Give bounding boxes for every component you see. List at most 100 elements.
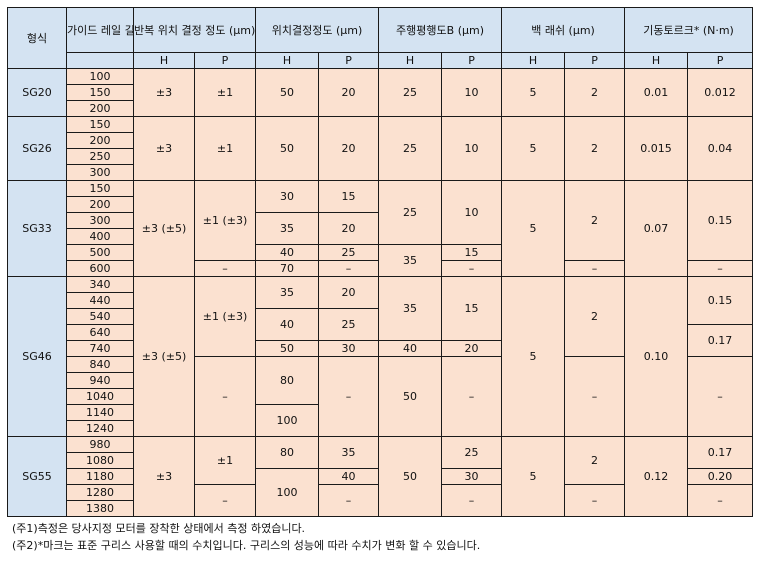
rail-length: 250	[66, 148, 134, 165]
specification-table: 형식 가이드 레일 길이 (mm) 반복 위치 결정 정도 (μm) 위치결정정…	[7, 7, 754, 517]
rail-length: 540	[66, 308, 134, 325]
header-sub-blank	[66, 52, 134, 69]
rail-length: 1040	[66, 388, 134, 405]
model-sg20: SG20	[7, 68, 67, 117]
header-sub-h: H	[133, 52, 195, 69]
parallel-p: 30	[441, 468, 503, 485]
backlash-p: 2	[564, 68, 626, 117]
backlash-p: 2	[564, 436, 626, 485]
position-p: –	[317, 484, 380, 517]
rail-length: 940	[66, 372, 134, 389]
torque-h: 0.12	[624, 436, 689, 517]
header-sub-p: P	[564, 52, 626, 69]
rail-length: 100	[66, 68, 134, 85]
parallel-h: 40	[378, 340, 443, 357]
position-p: 20	[317, 276, 380, 309]
position-h: 50	[255, 68, 319, 117]
footnote-1: (주1)측정은 당사지정 모터를 장착한 상태에서 측정 하였습니다.	[12, 522, 306, 535]
position-p: 25	[317, 244, 380, 261]
parallel-p: 10	[441, 180, 503, 245]
repeat-p: ±1	[194, 436, 256, 485]
parallel-p: –	[441, 484, 503, 517]
position-p: –	[317, 260, 380, 277]
parallel-p: 25	[441, 436, 503, 469]
model-sg26: SG26	[7, 116, 67, 181]
position-p: 20	[317, 116, 380, 181]
rail-length: 980	[66, 436, 134, 453]
repeat-h: ±3 (±5)	[133, 276, 195, 437]
rail-length: 600	[66, 260, 134, 277]
header-running-parallelism: 주행평행도B (μm)	[378, 7, 503, 53]
position-p: 20	[317, 212, 380, 245]
repeat-p: ±1	[194, 68, 256, 117]
header-repeat-accuracy: 반복 위치 결정 정도 (μm)	[133, 7, 256, 53]
rail-length: 1280	[66, 484, 134, 501]
rail-length: 300	[66, 212, 134, 229]
position-p: 20	[317, 68, 380, 117]
backlash-p: –	[564, 356, 626, 437]
backlash-p: 2	[564, 276, 626, 357]
backlash-p: –	[564, 484, 626, 517]
position-h: 100	[255, 404, 319, 437]
parallel-p: 15	[441, 244, 503, 261]
torque-p: –	[687, 356, 754, 437]
rail-length: 300	[66, 164, 134, 181]
position-h: 80	[255, 436, 319, 469]
parallel-h: 25	[378, 116, 443, 181]
torque-p: –	[687, 484, 754, 517]
backlash-h: 5	[501, 436, 566, 517]
parallel-p: –	[441, 260, 503, 277]
header-sub-p: P	[687, 52, 754, 69]
torque-p: 0.17	[687, 324, 754, 357]
parallel-h: 50	[378, 356, 443, 437]
rail-length: 640	[66, 324, 134, 341]
footnote-2: (주2)*마크는 표준 구리스 사용할 때의 수치입니다. 구리스의 성능에 따…	[12, 539, 481, 552]
rail-length: 400	[66, 228, 134, 245]
rail-length: 1080	[66, 452, 134, 469]
backlash-p: –	[564, 260, 626, 277]
rail-length: 200	[66, 132, 134, 149]
position-h: 35	[255, 276, 319, 309]
torque-p: 0.20	[687, 468, 754, 485]
rail-length: 1180	[66, 468, 134, 485]
torque-p: 0.04	[687, 116, 754, 181]
position-h: 50	[255, 340, 319, 357]
header-backlash: 백 래쉬 (μm)	[501, 7, 626, 53]
header-sub-h: H	[378, 52, 443, 69]
model-sg55: SG55	[7, 436, 67, 517]
parallel-h: 35	[378, 276, 443, 341]
position-h: 40	[255, 244, 319, 261]
rail-length: 1140	[66, 404, 134, 421]
position-p: 30	[317, 340, 380, 357]
header-sub-p: P	[441, 52, 503, 69]
rail-length: 200	[66, 196, 134, 213]
repeat-h: ±3	[133, 68, 195, 117]
position-p: 35	[317, 436, 380, 469]
torque-p: 0.17	[687, 436, 754, 469]
repeat-p: –	[194, 356, 256, 437]
repeat-p: ±1 (±3)	[194, 180, 256, 261]
parallel-h: 35	[378, 244, 443, 277]
rail-length: 150	[66, 180, 134, 197]
position-h: 80	[255, 356, 319, 405]
torque-p: –	[687, 260, 754, 277]
header-sub-p: P	[194, 52, 256, 69]
position-h: 50	[255, 116, 319, 181]
header-sub-h: H	[501, 52, 566, 69]
torque-h: 0.015	[624, 116, 689, 181]
header-sub-h: H	[624, 52, 689, 69]
rail-length: 440	[66, 292, 134, 309]
torque-h: 0.07	[624, 180, 689, 277]
header-starting-torque: 기동토르크* (N·m)	[624, 7, 754, 53]
rail-length: 840	[66, 356, 134, 373]
position-p: 15	[317, 180, 380, 213]
backlash-h: 5	[501, 276, 566, 437]
torque-p: 0.15	[687, 276, 754, 325]
parallel-p: 15	[441, 276, 503, 341]
parallel-p: 10	[441, 68, 503, 117]
rail-length: 1380	[66, 500, 134, 517]
backlash-h: 5	[501, 116, 566, 181]
rail-length: 150	[66, 116, 134, 133]
repeat-p: –	[194, 484, 256, 517]
repeat-h: ±3	[133, 436, 195, 517]
